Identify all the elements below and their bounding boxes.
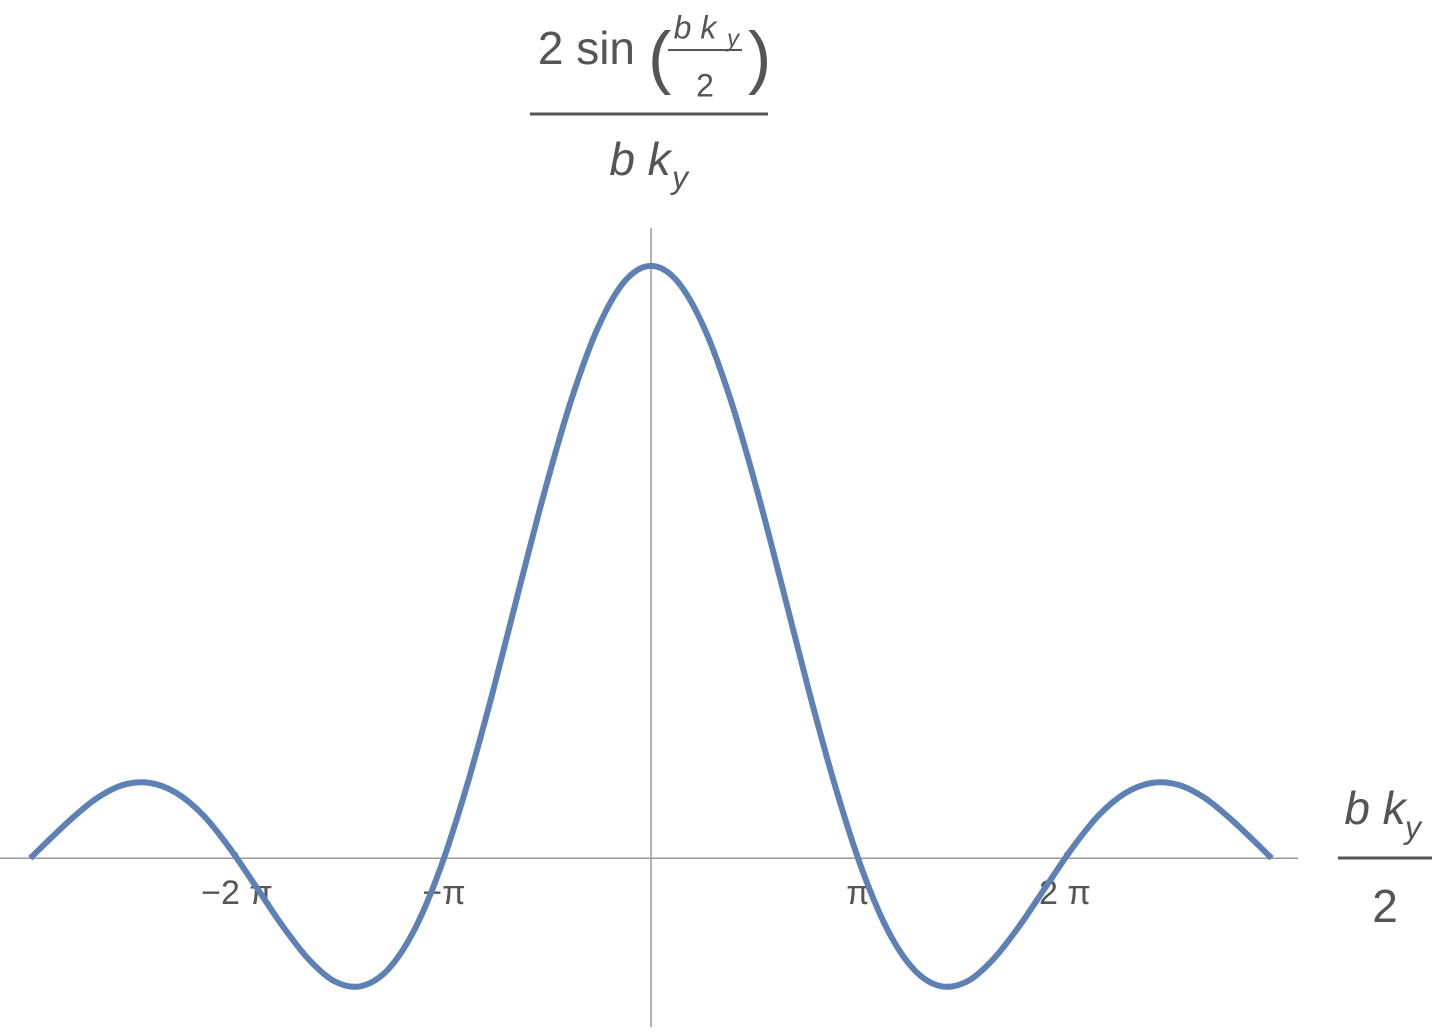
x-tick-label: π [846,874,869,912]
label-part: ) [748,17,771,95]
y-axis-label: 2 sin ( b k y 2 ) b k y [530,9,771,195]
label-part: 2 [1372,880,1398,932]
label-part: 2 [696,67,714,103]
label-part: y [1403,809,1423,845]
label-part: b k [609,133,672,185]
label-part: y [670,159,690,195]
label-part: 2 sin [538,22,635,74]
label-part: b k [1344,782,1407,834]
x-tick-label: 2 π [1039,874,1091,912]
label-part: y [725,25,741,52]
curve [28,262,1274,990]
label-part: ( [648,17,671,95]
label-part: b k [674,9,719,45]
x-axis-label: b k y 2 [1338,782,1432,932]
